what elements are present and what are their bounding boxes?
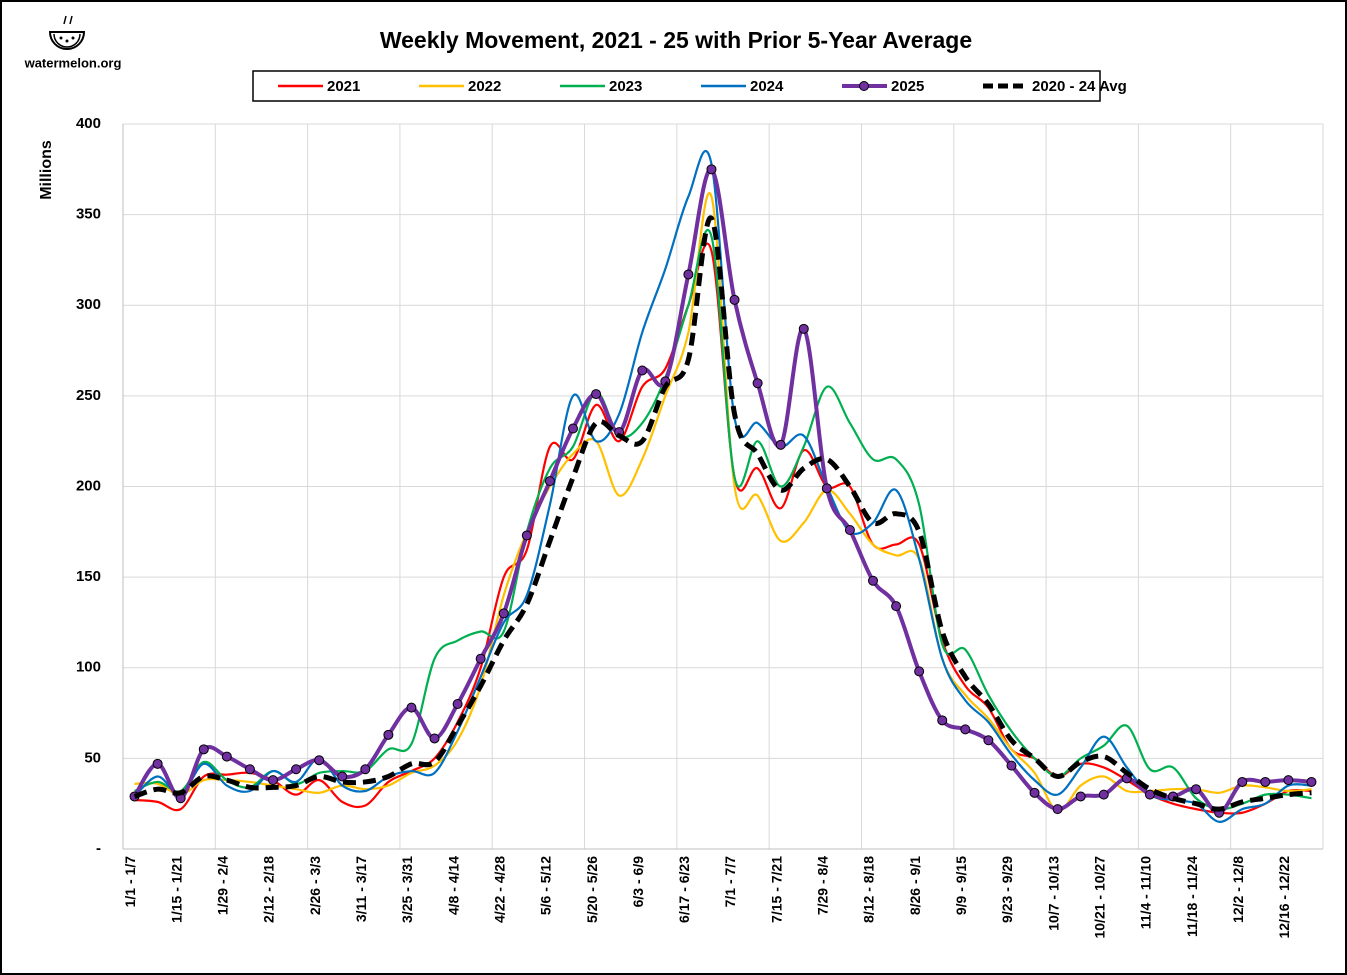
data-point [683, 269, 694, 280]
x-tick-label: 10/21 - 10/27 [1091, 856, 1107, 939]
x-tick-label: 11/4 - 11/10 [1138, 856, 1154, 929]
data-point [983, 735, 994, 746]
data-point [268, 775, 278, 786]
data-point [1075, 791, 1086, 802]
y-tick-label: 350 [76, 206, 101, 223]
data-point [1191, 784, 1202, 795]
x-tick-label: 1/29 - 2/4 [215, 856, 231, 915]
data-point [314, 755, 325, 766]
data-point [1098, 789, 1109, 800]
x-tick-label: 9/23 - 9/29 [999, 856, 1015, 923]
series-line [134, 228, 1312, 811]
x-tick-label: 1/1 - 1/7 [122, 856, 138, 908]
data-point [775, 439, 786, 450]
legend-marker [859, 81, 869, 91]
y-tick-label: 100 [76, 659, 101, 676]
x-tick-label: 6/17 - 6/23 [676, 856, 692, 923]
data-point [1306, 776, 1317, 787]
data-point [637, 365, 648, 376]
data-point [868, 575, 878, 586]
legend-label: 2023 [609, 78, 642, 95]
x-tick-label: 8/12 - 8/18 [861, 856, 877, 923]
x-tick-label: 11/18 - 11/24 [1184, 856, 1200, 937]
x-tick-label: 9/9 - 9/15 [953, 856, 969, 915]
data-point [221, 751, 232, 762]
legend-label: 2025 [891, 78, 924, 95]
data-point [844, 525, 855, 535]
y-tick-label: 300 [76, 296, 101, 313]
y-tick-label: 50 [84, 749, 101, 766]
data-point [591, 389, 602, 400]
x-tick-label: 4/22 - 4/28 [491, 856, 507, 923]
data-point [937, 715, 948, 726]
x-tick-label: 2/12 - 2/18 [261, 856, 277, 923]
data-point [406, 702, 417, 713]
x-tick-label: 12/2 - 12/8 [1230, 856, 1246, 923]
data-point [1029, 787, 1040, 798]
x-tick-label: 7/1 - 7/7 [722, 856, 738, 908]
x-tick-label: 7/15 - 7/21 [768, 856, 784, 923]
logo-text: watermelon.org [24, 55, 122, 70]
legend-box [252, 70, 1101, 102]
x-tick-label: 8/26 - 9/1 [907, 856, 923, 915]
logo-icon [48, 15, 86, 50]
data-point [891, 601, 902, 612]
x-tick-label: 5/6 - 5/12 [538, 856, 554, 915]
x-tick-label: 2/26 - 3/3 [307, 856, 323, 915]
x-tick-label: 7/29 - 8/4 [815, 856, 831, 915]
data-point [568, 423, 578, 434]
data-point [429, 733, 440, 744]
data-point [475, 653, 486, 664]
data-point [337, 771, 348, 782]
data-point [544, 476, 555, 487]
y-tick-label: 200 [76, 477, 101, 494]
data-point [244, 764, 255, 775]
x-tick-label: 5/20 - 5/26 [584, 856, 600, 923]
x-tick-label: 1/15 - 1/21 [168, 856, 184, 923]
data-point [1006, 760, 1017, 771]
series-line [133, 149, 1312, 823]
data-point [360, 764, 371, 775]
y-tick-label: 250 [76, 387, 101, 404]
data-point [1052, 804, 1063, 815]
series-line [133, 215, 1312, 812]
y-tick-label: - [96, 840, 101, 857]
data-point [729, 294, 740, 305]
x-tick-label: 3/11 - 3/17 [353, 856, 369, 922]
legend-label: 2020 - 24 Avg [1032, 78, 1127, 95]
data-point [914, 666, 925, 677]
data-point [960, 724, 971, 735]
chart-title: Weekly Movement, 2021 - 25 with Prior 5-… [380, 27, 972, 53]
x-tick-label: 4/8 - 4/14 [445, 856, 461, 915]
data-point [1283, 775, 1294, 786]
legend-label: 2024 [750, 78, 784, 95]
data-point [383, 729, 394, 740]
data-point [752, 378, 763, 389]
x-tick-label: 3/25 - 3/31 [399, 856, 415, 923]
data-point [498, 608, 509, 619]
data-point [521, 530, 532, 541]
data-point [152, 758, 163, 769]
y-axis-label: Millions [38, 140, 55, 200]
y-tick-label: 400 [76, 115, 101, 132]
data-point [1144, 789, 1155, 800]
legend-label: 2021 [327, 78, 360, 95]
data-point [706, 164, 717, 175]
x-tick-label: 12/16 - 12/22 [1276, 856, 1292, 939]
data-point [1237, 776, 1248, 787]
y-tick-label: 150 [76, 568, 101, 585]
x-tick-label: 6/3 - 6/9 [630, 856, 646, 908]
data-point [291, 764, 302, 775]
legend-label: 2022 [468, 78, 501, 95]
data-point [1260, 776, 1271, 787]
data-point [198, 744, 209, 755]
data-point [798, 323, 809, 334]
data-point [821, 483, 832, 494]
x-tick-label: 10/7 - 10/13 [1045, 856, 1061, 931]
data-point [452, 699, 463, 709]
